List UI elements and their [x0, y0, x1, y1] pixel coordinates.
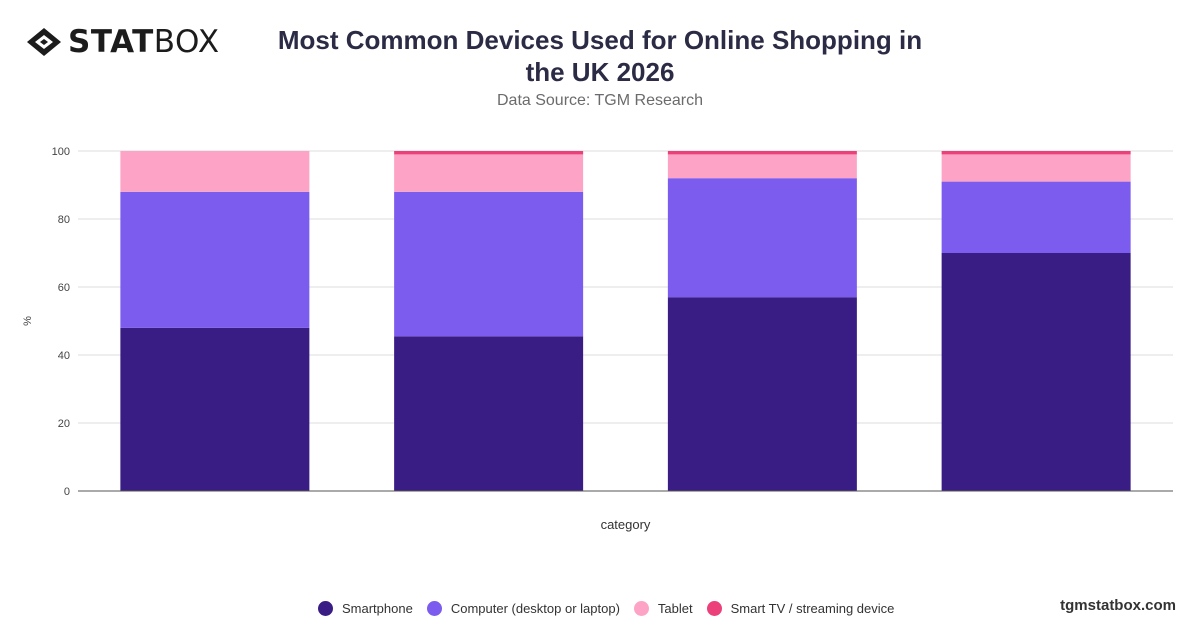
bar-segment-smart-tv-streaming-device-2: [394, 151, 584, 155]
chart-title-line2: the UK 2026: [525, 57, 675, 87]
legend-dot-icon: [426, 601, 442, 616]
y-tick-label: 20: [58, 418, 70, 430]
chart-title-line1: Most Common Devices Used for Online Shop…: [277, 25, 923, 55]
legend-item[interactable]: Smart TV / streaming device: [706, 601, 895, 616]
bar-segment-smartphone-1: [120, 327, 310, 491]
bar-segment-tablet-3: [667, 154, 857, 179]
bar-segment-tablet-1: [120, 151, 310, 192]
logo-text-light: BOX: [153, 24, 220, 60]
y-tick-label: 40: [58, 350, 70, 362]
bar-segment-computer-desktop-or-laptop-2: [394, 191, 584, 337]
legend-item[interactable]: Smartphone: [318, 601, 413, 616]
bar-segment-computer-desktop-or-laptop-4: [941, 181, 1131, 253]
legend-item[interactable]: Tablet: [633, 601, 693, 616]
chart-title: Most Common Devices Used for Online Shop…: [250, 24, 950, 88]
bar-segment-computer-desktop-or-laptop-1: [120, 191, 310, 328]
logo-text: STATBOX: [68, 24, 220, 60]
legend-label: Smartphone: [342, 601, 413, 616]
bar-segment-smart-tv-streaming-device-3: [667, 151, 857, 155]
bars: [120, 151, 1131, 491]
bar-segment-computer-desktop-or-laptop-3: [667, 178, 857, 298]
statbox-logo: STATBOX: [26, 24, 220, 60]
y-axis-ticks: 0 20 40 60 80 100: [52, 146, 70, 498]
legend: Smartphone Computer (desktop or laptop) Ta…: [318, 601, 908, 616]
legend-label: Tablet: [657, 601, 693, 616]
logo-text-bold: STAT: [68, 24, 154, 60]
legend-dot-icon: [706, 601, 722, 616]
bar-segment-smart-tv-streaming-device-4: [941, 151, 1131, 155]
x-axis-label: category: [601, 517, 651, 532]
legend-label: Computer (desktop or laptop): [450, 601, 620, 616]
bar-segment-smartphone-3: [667, 297, 857, 491]
legend-item[interactable]: Computer (desktop or laptop): [426, 601, 620, 616]
bar-segment-smartphone-2: [394, 336, 584, 491]
chart-subtitle: Data Source: TGM Research: [496, 92, 703, 109]
y-axis-label: %: [22, 316, 34, 326]
bar-segment-tablet-4: [941, 154, 1131, 182]
bar-segment-smartphone-4: [941, 253, 1131, 491]
diamond-logo-icon: [27, 28, 61, 56]
y-tick-label: 80: [58, 214, 70, 226]
legend-label: Smart TV / streaming device: [730, 601, 895, 616]
y-tick-label: 60: [58, 282, 70, 294]
bar-segment-tablet-2: [394, 154, 584, 192]
y-tick-label: 0: [64, 486, 70, 498]
legend-dot-icon: [318, 601, 333, 616]
website-label: tgmstatbox.com: [1060, 597, 1176, 614]
legend-dot-icon: [633, 601, 649, 616]
y-tick-label: 100: [52, 146, 70, 158]
